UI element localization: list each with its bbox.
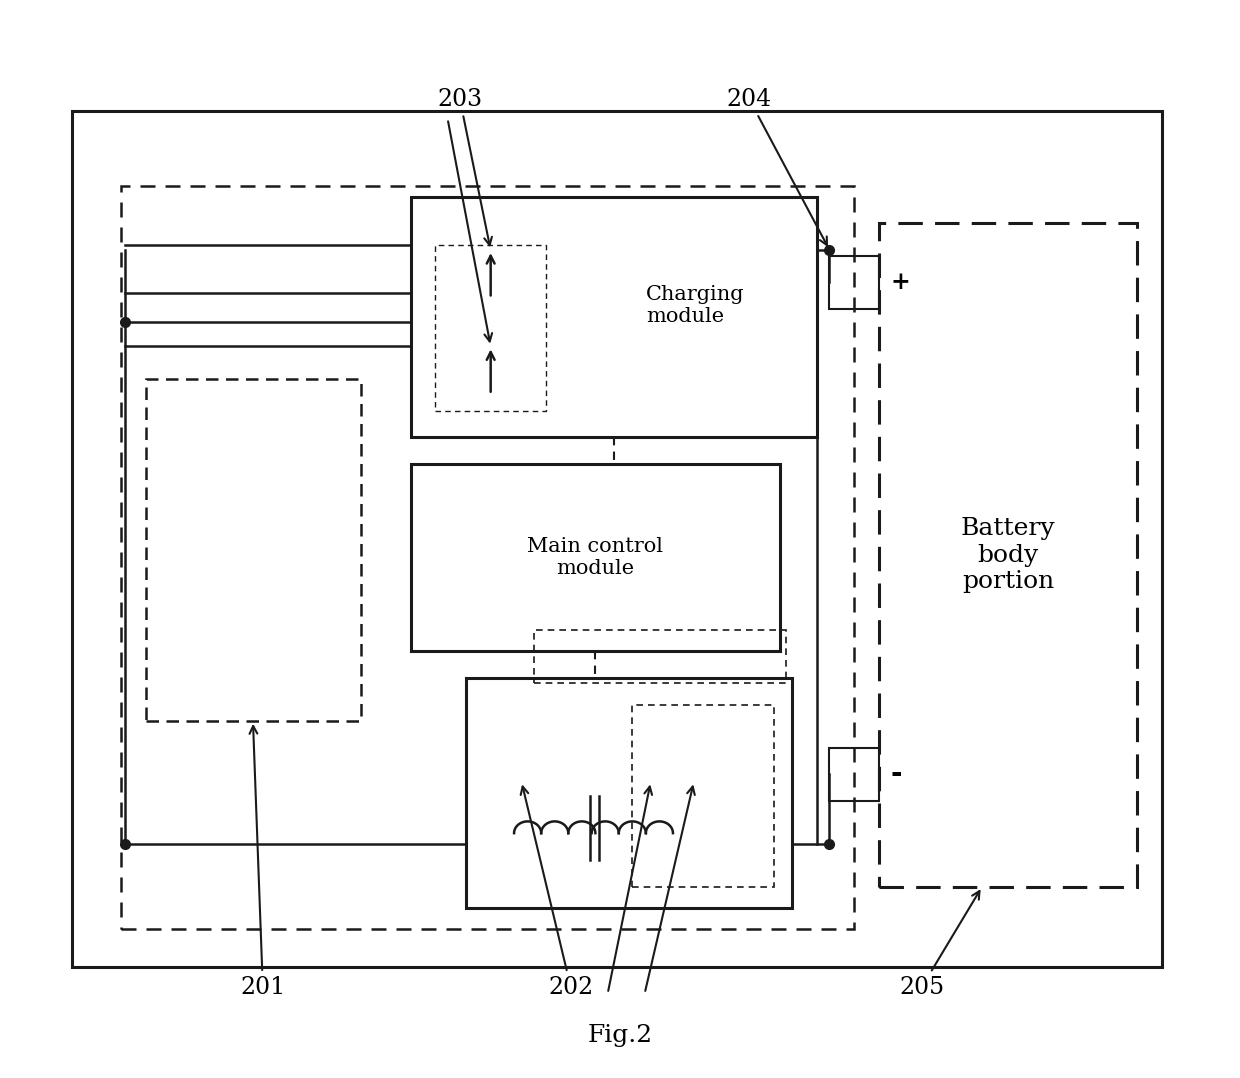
Bar <box>830 255 879 309</box>
Bar <box>122 186 854 929</box>
Text: Charging
module: Charging module <box>646 285 745 326</box>
Bar <box>410 465 780 651</box>
Text: Fig.2: Fig.2 <box>588 1024 652 1047</box>
Text: +: + <box>892 271 910 294</box>
Text: 205: 205 <box>899 892 980 998</box>
Bar <box>435 245 546 411</box>
Text: -: - <box>892 761 903 788</box>
Text: 204: 204 <box>727 87 827 245</box>
Text: Main control
module: Main control module <box>527 537 663 578</box>
Text: 201: 201 <box>241 725 285 998</box>
Bar <box>146 378 361 721</box>
Bar <box>830 747 879 801</box>
Bar <box>72 111 1162 967</box>
Text: 203: 203 <box>438 87 492 245</box>
Text: Battery
body
portion: Battery body portion <box>961 517 1055 593</box>
Bar <box>466 678 792 908</box>
Bar <box>533 630 786 683</box>
Bar <box>632 705 774 886</box>
Text: 202: 202 <box>521 787 594 998</box>
Bar <box>410 196 817 438</box>
Bar <box>879 223 1137 886</box>
